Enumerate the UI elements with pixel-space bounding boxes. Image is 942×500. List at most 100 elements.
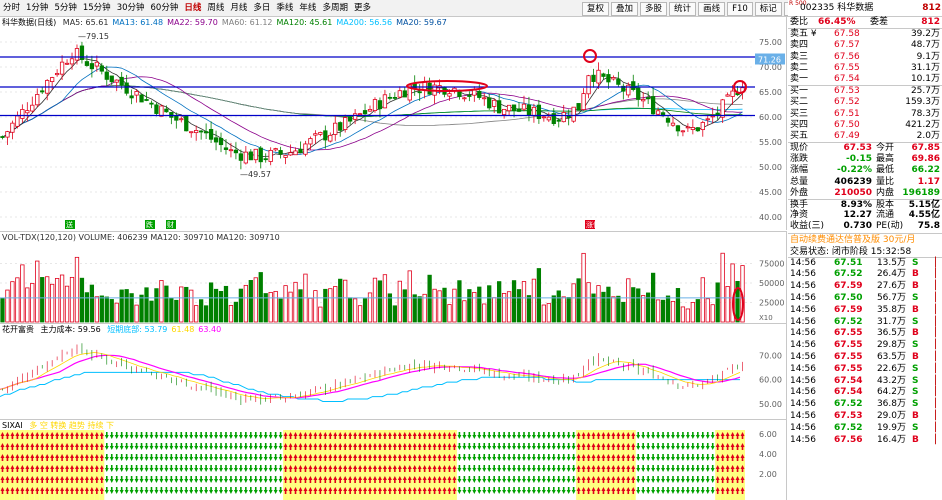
down-arrow-icon: [134, 465, 139, 472]
down-arrow-icon: [109, 487, 114, 494]
up-arrow-icon: [328, 443, 333, 450]
up-arrow-icon: [735, 432, 740, 439]
up-arrow-icon: [94, 465, 99, 472]
candle-body: [556, 119, 561, 122]
period-tab[interactable]: 日线: [184, 3, 202, 13]
ask-row[interactable]: 卖三 67.56 9.1万: [788, 52, 942, 63]
up-arrow-icon: [89, 487, 94, 494]
signal-panel[interactable]: SIXAI 多 空 转换 趋势 持续 下 6.00 4.00 2.00: [0, 419, 787, 500]
ask-row[interactable]: 卖二 67.55 31.1万: [788, 63, 942, 74]
up-arrow-icon: [40, 465, 45, 472]
bid-row[interactable]: 买二 67.52 159.3万: [788, 97, 942, 108]
toolbar-button[interactable]: 复权: [582, 2, 610, 16]
candle-body: [447, 93, 452, 97]
tick-price: 67.55: [834, 328, 863, 339]
volume-bar: [258, 272, 263, 323]
down-arrow-icon: [705, 465, 710, 472]
down-arrow-icon: [670, 487, 675, 494]
cost-panel[interactable]: 花开富贵 主力成本: 59.56 短期底部: 53.79 61.48 63.40 7…: [0, 323, 787, 419]
bid-row[interactable]: 买五 67.49 2.0万: [788, 131, 942, 142]
candle-body: [298, 148, 303, 153]
kline-panel[interactable]: 科华数据(日线) MA5: 65.61 MA13: 61.48 MA22: 59.7…: [0, 17, 787, 230]
promo-banner[interactable]: 自动续费通达信普及版 30元/月: [788, 232, 942, 246]
ask-row[interactable]: 卖五 ¥ 67.58 39.2万: [788, 29, 942, 40]
volume-bar: [149, 300, 154, 323]
toolbar-button[interactable]: 多股: [640, 2, 668, 16]
down-arrow-icon: [169, 454, 174, 461]
up-arrow-icon: [626, 465, 631, 472]
up-arrow-icon: [308, 465, 313, 472]
toolbar-button[interactable]: 画线: [698, 2, 726, 16]
tick-side: B: [912, 351, 919, 362]
up-arrow-icon: [427, 487, 432, 494]
down-arrow-icon: [690, 465, 695, 472]
period-tab[interactable]: 60分钟: [150, 3, 179, 13]
quote-sidebar: R 500 002335 科华数据 812 委比 66.45% 委差 812 卖…: [788, 0, 942, 500]
up-arrow-icon: [427, 443, 432, 450]
period-tab[interactable]: 30分钟: [116, 3, 145, 13]
volume-bar: [50, 283, 55, 323]
up-arrow-icon: [348, 487, 353, 494]
period-tab[interactable]: 更多: [353, 3, 371, 13]
up-arrow-icon: [89, 465, 94, 472]
candle-body: [467, 95, 472, 97]
period-tab[interactable]: 多日: [253, 3, 271, 13]
toolbar-button[interactable]: 标记: [754, 2, 782, 16]
volume-bar: [397, 280, 402, 323]
signal-band: [9, 430, 15, 500]
period-tab[interactable]: 分时: [3, 3, 21, 13]
signal-chart[interactable]: 6.00 4.00 2.00: [0, 420, 787, 500]
down-arrow-icon: [685, 465, 690, 472]
up-arrow-icon: [621, 476, 626, 483]
tick-volume: 31.7万: [876, 316, 906, 327]
volume-bar: [482, 303, 487, 323]
bid-row[interactable]: 买三 67.51 78.3万: [788, 109, 942, 120]
period-tab[interactable]: 1分钟: [26, 3, 49, 13]
toolbar-button[interactable]: 叠加: [611, 2, 639, 16]
volume-bar: [328, 288, 333, 323]
period-tab[interactable]: 季线: [276, 3, 294, 13]
up-arrow-icon: [740, 465, 745, 472]
bid-row[interactable]: 买一 67.53 25.7万: [788, 86, 942, 97]
period-tab[interactable]: 多周期: [322, 3, 348, 13]
volume-chart[interactable]: 75000 50000 25000 X10: [0, 232, 787, 323]
down-arrow-icon: [546, 432, 551, 439]
ask-row[interactable]: 卖四 67.57 48.7万: [788, 40, 942, 51]
up-arrow-icon: [20, 454, 25, 461]
up-arrow-icon: [427, 432, 432, 439]
toolbar-button[interactable]: 统计: [669, 2, 697, 16]
period-tab[interactable]: 15分钟: [82, 3, 111, 13]
down-arrow-icon: [179, 465, 184, 472]
tick-price: 67.59: [834, 304, 863, 315]
candle-body: [492, 99, 497, 107]
up-arrow-icon: [0, 465, 5, 472]
down-arrow-icon: [144, 454, 149, 461]
stat-row: 总量 406239 量比 1.17: [788, 177, 942, 188]
kline-chart[interactable]: 75.00 70.00 65.00 60.00 55.00 50.00 45.00 40.00…: [0, 17, 787, 230]
up-arrow-icon: [40, 487, 45, 494]
cost-chart[interactable]: 70.00 60.00 50.00: [0, 324, 787, 419]
up-arrow-icon: [283, 465, 288, 472]
period-tab[interactable]: 月线: [230, 3, 248, 13]
candle-body: [631, 81, 636, 90]
down-arrow-icon: [507, 432, 512, 439]
up-arrow-icon: [50, 454, 55, 461]
down-arrow-icon: [467, 465, 472, 472]
up-arrow-icon: [298, 487, 303, 494]
toolbar-button[interactable]: F10: [727, 2, 753, 16]
down-arrow-icon: [705, 487, 710, 494]
up-arrow-icon: [442, 465, 447, 472]
up-arrow-icon: [333, 476, 338, 483]
period-tab[interactable]: 年线: [299, 3, 317, 13]
bid-row[interactable]: 买四 67.50 421.2万: [788, 120, 942, 131]
ask-row[interactable]: 卖一 67.54 10.1万: [788, 74, 942, 85]
volume-bar: [561, 296, 566, 323]
stat-label: 最高: [876, 154, 895, 165]
period-tab[interactable]: 周线: [207, 3, 225, 13]
volume-panel[interactable]: VOL-TDX(120,120) VOLUME: 406239 MA120: 3…: [0, 231, 787, 323]
period-tab[interactable]: 5分钟: [54, 3, 77, 13]
down-arrow-icon: [477, 487, 482, 494]
tick-row: 14:56 67.54 64.2万 S ▏: [788, 387, 942, 399]
down-arrow-icon: [223, 454, 228, 461]
candle-body: [700, 122, 705, 131]
